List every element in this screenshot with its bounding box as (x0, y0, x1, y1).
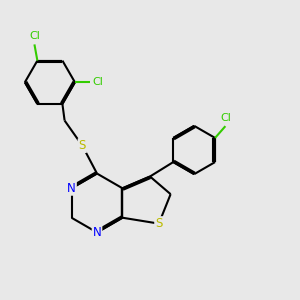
Text: Cl: Cl (92, 77, 103, 87)
Text: S: S (79, 139, 86, 152)
Text: Cl: Cl (29, 31, 40, 41)
Text: Cl: Cl (220, 113, 231, 123)
Text: N: N (93, 226, 101, 239)
Text: N: N (67, 182, 76, 195)
Text: S: S (155, 217, 163, 230)
